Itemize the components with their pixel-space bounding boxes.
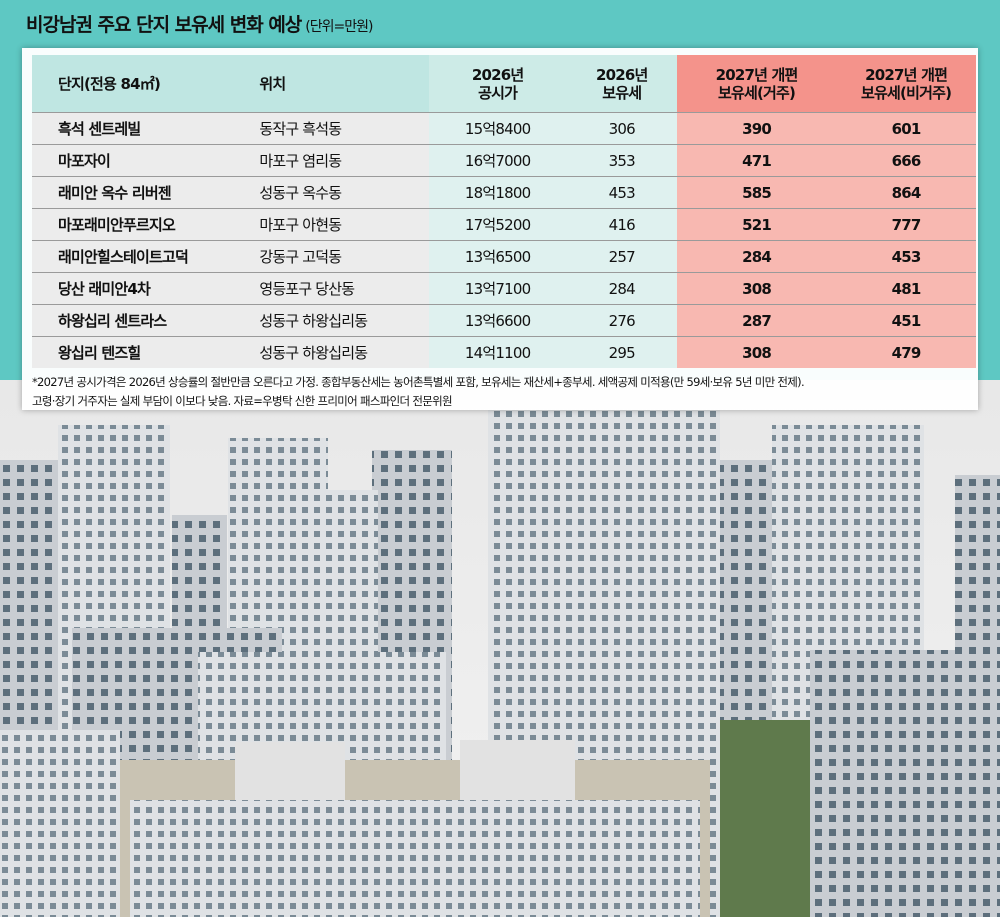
table-cell: 287 (676, 304, 837, 337)
table-cell: 마포구 염리동 (239, 144, 429, 177)
table-cell: 479 (836, 336, 976, 368)
table-cell: 453 (566, 176, 677, 209)
table-cell: 영등포구 당산동 (239, 272, 429, 305)
table-cell: 하왕십리 센트라스 (32, 304, 240, 337)
column-header: 2026년 공시가 (428, 55, 567, 113)
table-cell: 481 (836, 272, 976, 305)
footnote-line: 고령·장기 거주자는 실제 부담이 이보다 낮음. 자료=우병탁 신한 프리미어… (32, 394, 453, 408)
table-cell: 276 (566, 304, 677, 337)
header-row: 단지(전용 84㎡) 위치 2026년 공시가 2026년 보유세 2027년 개편 보… (32, 55, 976, 113)
table-cell: 동작구 흑석동 (239, 112, 429, 145)
table-cell: 257 (566, 240, 677, 273)
table-cell: 308 (676, 336, 837, 368)
table-cell: 13억6500 (428, 240, 567, 273)
table-row: 래미안 옥수 리버젠 성동구 옥수동 18억1800 453 585 864 (32, 176, 976, 209)
table-cell: 13억7100 (428, 272, 567, 305)
column-header: 위치 (239, 55, 429, 113)
table-cell: 451 (836, 304, 976, 337)
table-cell: 14억1100 (428, 336, 567, 368)
table-cell: 래미안 옥수 리버젠 (32, 176, 240, 209)
table-row: 하왕십리 센트라스 성동구 하왕십리동 13억6600 276 287 451 (32, 304, 976, 337)
table-cell: 18억1800 (428, 176, 567, 209)
table-cell: 17억5200 (428, 208, 567, 241)
table-cell: 601 (836, 112, 976, 145)
table-cell: 666 (836, 144, 976, 177)
table-cell: 585 (676, 176, 837, 209)
table-cell: 284 (566, 272, 677, 305)
table-row: 래미안힐스테이트고덕 강동구 고덕동 13억6500 257 284 453 (32, 240, 976, 273)
title: 비강남권 주요 단지 보유세 변화 예상 (단위=만원) (26, 10, 373, 37)
table-cell: 416 (566, 208, 677, 241)
table-row: 왕십리 텐즈힐 성동구 하왕십리동 14억1100 295 308 479 (32, 336, 976, 368)
table-cell: 성동구 하왕십리동 (239, 336, 429, 368)
table: 단지(전용 84㎡) 위치 2026년 공시가 2026년 보유세 2027년 개편 보… (32, 55, 976, 368)
table-cell: 13억6600 (428, 304, 567, 337)
footnote: *2027년 공시가격은 2026년 상승률의 절반만큼 오른다고 가정. 종합… (32, 373, 976, 411)
table-cell: 당산 래미안4차 (32, 272, 240, 305)
table-row: 마포자이 마포구 염리동 16억7000 353 471 666 (32, 144, 976, 177)
table-cell: 마포자이 (32, 144, 240, 177)
table-cell: 왕십리 텐즈힐 (32, 336, 240, 368)
table-cell: 284 (676, 240, 837, 273)
table-cell: 306 (566, 112, 677, 145)
table-cell: 295 (566, 336, 677, 368)
table-row: 흑석 센트레빌 동작구 흑석동 15억8400 306 390 601 (32, 112, 976, 145)
table-cell: 마포구 아현동 (239, 208, 429, 241)
table-cell: 마포래미안푸르지오 (32, 208, 240, 241)
table-cell: 16억7000 (428, 144, 567, 177)
footnote-line: *2027년 공시가격은 2026년 상승률의 절반만큼 오른다고 가정. 종합… (32, 375, 805, 389)
table-cell: 521 (676, 208, 837, 241)
column-header: 2027년 개편 보유세(비거주) (836, 55, 976, 113)
column-header: 단지(전용 84㎡) (32, 55, 240, 113)
table-cell: 864 (836, 176, 976, 209)
table-cell: 453 (836, 240, 976, 273)
table-cell: 성동구 하왕십리동 (239, 304, 429, 337)
title-text: 비강남권 주요 단지 보유세 변화 예상 (26, 14, 302, 36)
table-cell: 15억8400 (428, 112, 567, 145)
table-row: 마포래미안푸르지오 마포구 아현동 17억5200 416 521 777 (32, 208, 976, 241)
column-header: 2026년 보유세 (566, 55, 677, 113)
column-header: 2027년 개편 보유세(거주) (676, 55, 837, 113)
table-panel: 단지(전용 84㎡) 위치 2026년 공시가 2026년 보유세 2027년 개편 보… (22, 48, 978, 410)
table-cell: 흑석 센트레빌 (32, 112, 240, 145)
table-cell: 래미안힐스테이트고덕 (32, 240, 240, 273)
table-cell: 777 (836, 208, 976, 241)
table-row: 당산 래미안4차 영등포구 당산동 13억7100 284 308 481 (32, 272, 976, 305)
unit: (단위=만원) (305, 19, 373, 35)
table-cell: 471 (676, 144, 837, 177)
table-cell: 성동구 옥수동 (239, 176, 429, 209)
table-cell: 390 (676, 112, 837, 145)
table-cell: 353 (566, 144, 677, 177)
table-cell: 308 (676, 272, 837, 305)
table-cell: 강동구 고덕동 (239, 240, 429, 273)
